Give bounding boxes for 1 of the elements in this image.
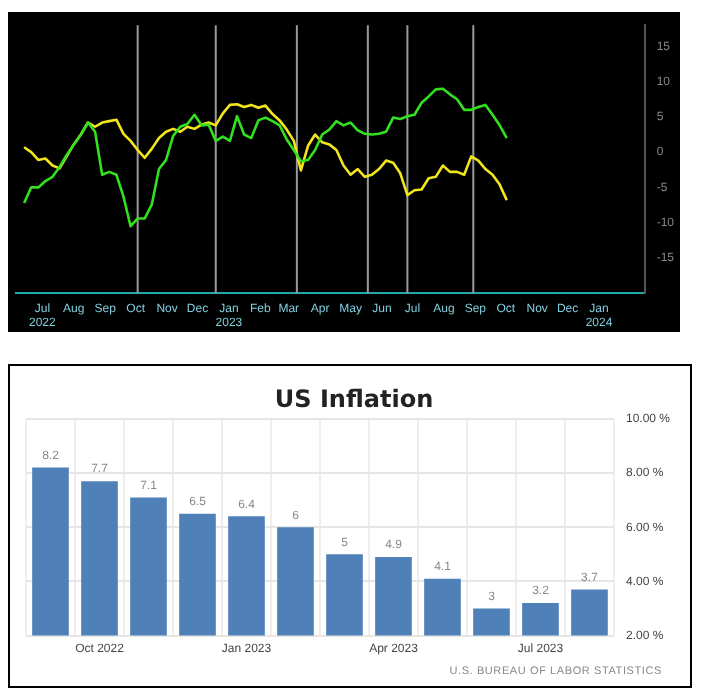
chart-title: US Inflation [274,384,434,413]
